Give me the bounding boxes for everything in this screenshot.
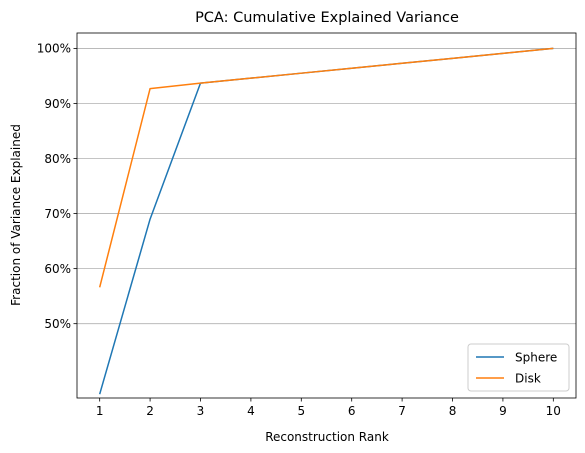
x-tick-label: 2 <box>146 404 154 418</box>
x-tick-label: 7 <box>398 404 406 418</box>
x-tick-label: 1 <box>96 404 104 418</box>
x-tick-label: 5 <box>297 404 305 418</box>
y-tick-label: 70% <box>44 207 71 221</box>
y-tick-label: 90% <box>44 97 71 111</box>
series-line-disk <box>98 47 554 288</box>
legend-label-disk: Disk <box>515 371 541 385</box>
y-tick-label: 50% <box>44 317 71 331</box>
x-axis-ticks: 1 2 3 4 5 6 7 8 9 10 <box>96 398 561 418</box>
x-tick-label: 8 <box>449 404 457 418</box>
x-tick-label: 6 <box>348 404 356 418</box>
chart-title: PCA: Cumulative Explained Variance <box>195 10 459 26</box>
x-axis-label: Reconstruction Rank <box>265 430 389 444</box>
series-line-sphere <box>98 47 554 395</box>
x-tick-label: 4 <box>247 404 255 418</box>
x-tick-label: 10 <box>546 404 561 418</box>
y-tick-label: 80% <box>44 152 71 166</box>
y-axis-ticks: 50% 60% 70% 80% 90% 100% <box>37 42 77 331</box>
plot-frame <box>76 32 577 399</box>
legend: Sphere Disk <box>467 343 570 392</box>
legend-box <box>467 343 570 392</box>
y-axis-label: Fraction of Variance Explained <box>9 124 23 306</box>
series-lines <box>98 47 554 395</box>
grid <box>77 48 576 325</box>
x-tick-label: 9 <box>499 404 507 418</box>
x-tick-label: 3 <box>197 404 205 418</box>
legend-label-sphere: Sphere <box>515 350 557 364</box>
y-tick-label: 60% <box>44 262 71 276</box>
y-tick-label: 100% <box>37 42 71 56</box>
